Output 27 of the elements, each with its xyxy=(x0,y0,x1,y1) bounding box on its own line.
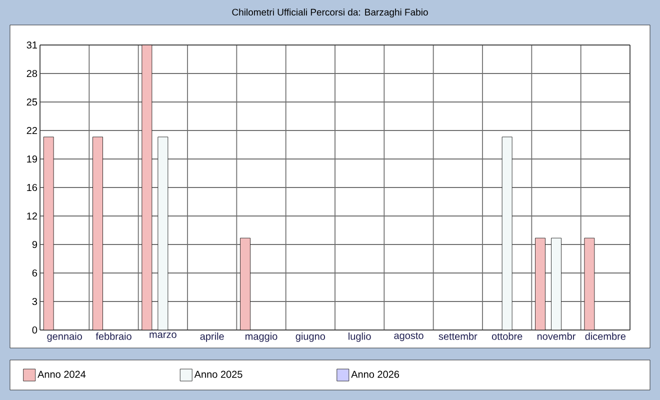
y-tick-label: 31 xyxy=(26,41,37,49)
y-tick-label: 9 xyxy=(32,240,38,248)
legend-label: Anno 2025 xyxy=(194,370,242,378)
chart-title: Chilometri Ufficiali Percorsi da: Barzaghi Fabio xyxy=(232,8,428,18)
legend-label: Anno 2026 xyxy=(351,370,400,378)
legend-label: Anno 2024 xyxy=(38,370,86,378)
x-tick-label: dicembre xyxy=(585,332,626,340)
y-tick-label: 22 xyxy=(26,127,37,134)
y-tick-label: 0 xyxy=(32,326,38,334)
x-tick-label: agosto xyxy=(394,332,424,342)
x-tick-label: maggio xyxy=(246,332,278,342)
y-tick-label: 3 xyxy=(32,298,38,306)
x-tick-label: giugno xyxy=(296,332,326,342)
x-tick-label: settembr xyxy=(438,332,478,340)
x-tick-label: ottobre xyxy=(492,332,522,340)
y-tick-label: 25 xyxy=(26,98,38,106)
y-tick-label: 16 xyxy=(27,184,38,192)
x-tick-label: febbraio xyxy=(96,332,132,340)
y-tick-label: 12 xyxy=(27,212,37,220)
x-tick-label: luglio xyxy=(348,332,371,342)
x-tick-label: gennaio xyxy=(47,332,82,342)
y-tick-label: 28 xyxy=(26,70,38,78)
x-tick-label: novembr xyxy=(537,332,576,340)
x-tick-label: marzo xyxy=(150,332,176,338)
y-tick-label: 6 xyxy=(32,269,38,277)
x-tick-label: aprile xyxy=(200,332,224,342)
y-tick-label: 19 xyxy=(27,155,38,163)
